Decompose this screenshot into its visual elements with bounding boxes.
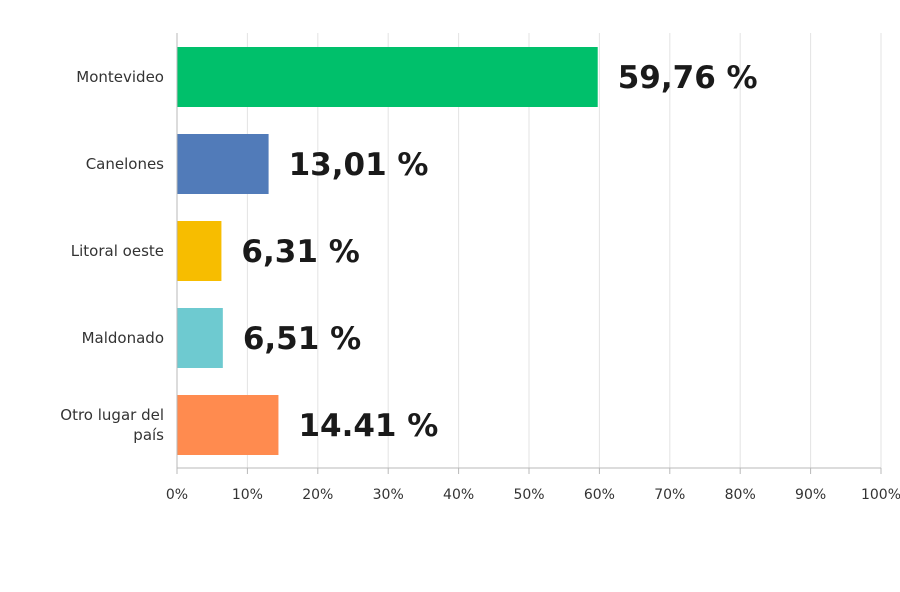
bar-3 [177,308,223,368]
x-tick-label-80: 80% [725,487,756,503]
x-tick-label-20: 20% [302,487,333,503]
bar-2 [177,221,222,281]
value-label-4: 14.41 % [298,408,438,444]
x-tick-label-10: 10% [232,487,263,503]
x-tick-label-90: 90% [795,487,826,503]
value-label-3: 6,51 % [243,321,361,357]
category-label-line: Otro lugar del [60,406,164,424]
value-label-2: 6,31 % [241,234,359,270]
bar-1 [177,134,269,194]
category-label-line: Montevideo [76,68,164,86]
category-label-line: Canelones [86,155,164,173]
x-tick-label-100: 100% [861,487,900,503]
category-label-line: Maldonado [82,329,164,347]
labels: 0% 10% 20% 30% 40% 50% 60% 70% 80% 90% 100% Montevi… [60,60,900,503]
x-tick-label-50: 50% [513,487,544,503]
bars [177,47,598,455]
category-label-1: Canelones [86,155,164,173]
value-label-0: 59,76 % [618,60,758,96]
x-tick-label-0: 0% [166,487,188,503]
x-tick-label-60: 60% [584,487,615,503]
category-label-3: Maldonado [82,329,164,347]
category-label-2: Litoral oeste [71,242,164,260]
x-tick-label-40: 40% [443,487,474,503]
bar-4 [177,395,279,455]
category-label-4: Otro lugar del país [60,406,164,444]
bar-0 [177,47,598,107]
value-label-1: 13,01 % [289,147,429,183]
category-label-line: Litoral oeste [71,242,164,260]
x-tick-label-70: 70% [654,487,685,503]
x-tick-label-30: 30% [373,487,404,503]
axes [176,33,882,474]
category-label-0: Montevideo [76,68,164,86]
category-label-line: país [133,426,164,444]
